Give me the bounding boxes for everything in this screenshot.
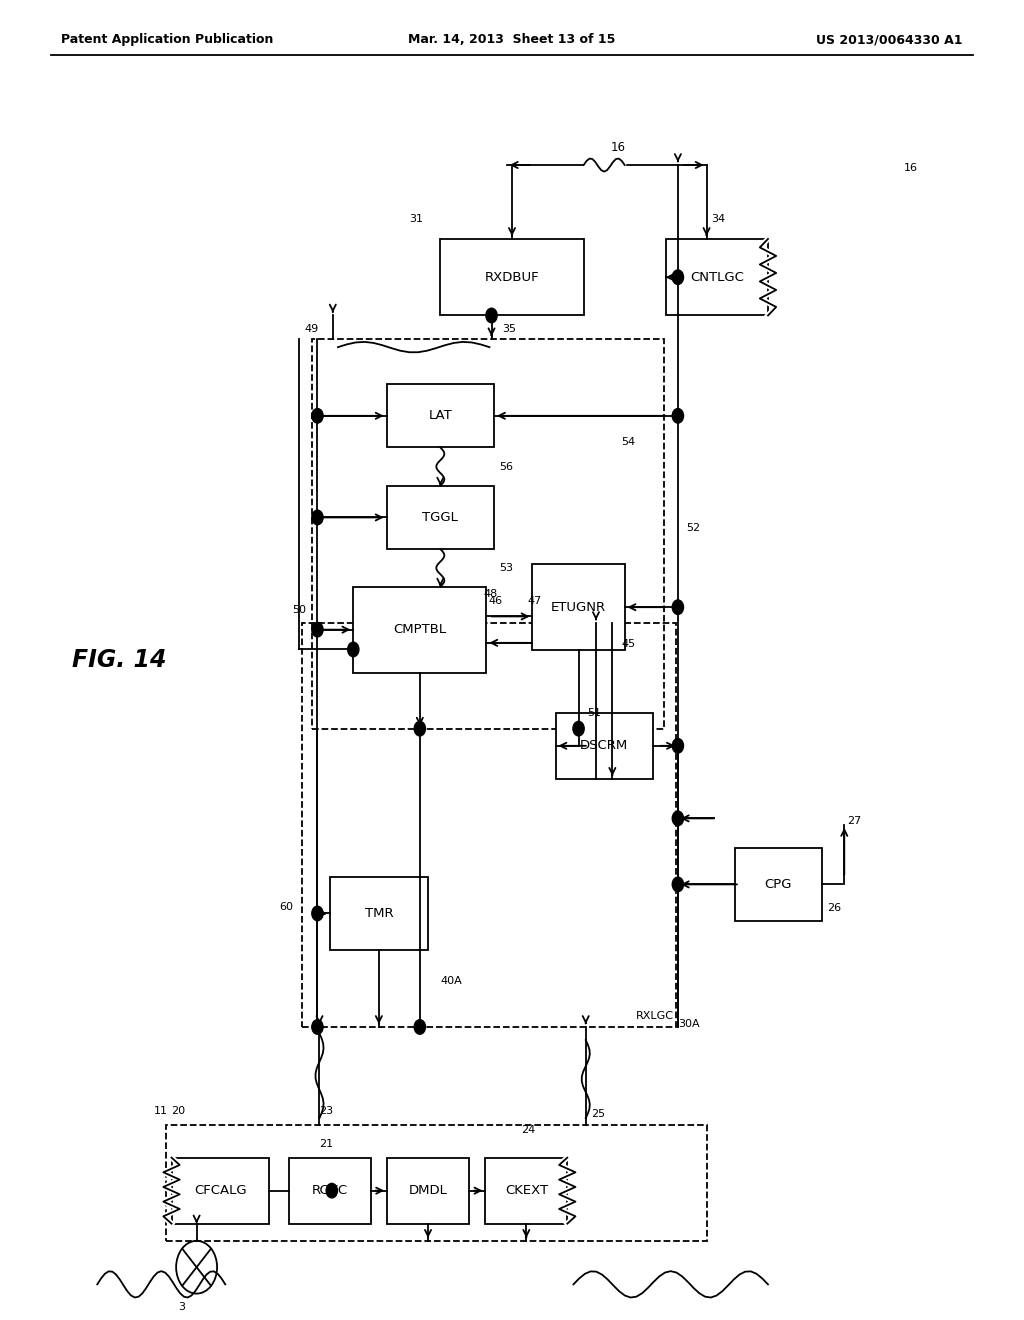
Text: DMDL: DMDL [409, 1184, 447, 1197]
Circle shape [673, 739, 684, 752]
Bar [555, 713, 653, 779]
Circle shape [673, 876, 684, 892]
Bar [485, 1158, 567, 1224]
Bar [387, 384, 494, 447]
Text: 56: 56 [500, 462, 513, 471]
Text: 16: 16 [610, 141, 626, 154]
Bar [387, 486, 494, 549]
Text: DSCRM: DSCRM [580, 739, 629, 752]
Circle shape [673, 810, 684, 826]
Text: Patent Application Publication: Patent Application Publication [61, 33, 273, 46]
Bar [532, 565, 625, 649]
Text: CNTLGC: CNTLGC [690, 271, 743, 284]
Text: 3: 3 [178, 1302, 185, 1312]
Text: LAT: LAT [428, 409, 453, 422]
Bar [353, 586, 486, 672]
Circle shape [311, 1019, 324, 1035]
Circle shape [311, 906, 324, 921]
Text: Mar. 14, 2013  Sheet 13 of 15: Mar. 14, 2013 Sheet 13 of 15 [409, 33, 615, 46]
Bar [666, 239, 768, 315]
Text: CMPTBL: CMPTBL [393, 623, 446, 636]
Text: 25: 25 [591, 1109, 605, 1119]
Circle shape [414, 1019, 426, 1035]
Text: TMR: TMR [365, 907, 393, 920]
Text: 46: 46 [488, 595, 503, 606]
Text: RXDBUF: RXDBUF [484, 271, 540, 284]
Text: 48: 48 [483, 589, 498, 599]
Bar [387, 1158, 469, 1224]
Text: 45: 45 [622, 639, 636, 649]
Circle shape [311, 409, 324, 422]
Text: 34: 34 [712, 214, 726, 224]
Circle shape [673, 409, 684, 422]
Text: FIG. 14: FIG. 14 [72, 648, 166, 672]
Bar [302, 623, 676, 1027]
Circle shape [311, 623, 324, 636]
Circle shape [485, 309, 498, 323]
Bar [330, 876, 428, 950]
Circle shape [673, 599, 684, 614]
Text: CFCALG: CFCALG [194, 1184, 247, 1197]
Text: 49: 49 [304, 323, 318, 334]
Text: 26: 26 [827, 903, 841, 913]
Circle shape [673, 271, 684, 285]
Text: 53: 53 [500, 562, 513, 573]
Text: 16: 16 [904, 162, 919, 173]
Text: 31: 31 [410, 214, 424, 224]
Text: 35: 35 [502, 323, 516, 334]
Circle shape [311, 511, 324, 525]
Circle shape [414, 721, 426, 737]
Text: CPG: CPG [765, 878, 792, 891]
Text: US 2013/0064330 A1: US 2013/0064330 A1 [816, 33, 963, 46]
Circle shape [326, 1183, 338, 1199]
Text: RXLGC: RXLGC [636, 1011, 674, 1022]
Text: 50: 50 [292, 605, 306, 615]
Text: 51: 51 [587, 708, 601, 718]
Circle shape [347, 642, 358, 656]
Bar [312, 339, 664, 729]
Bar [735, 849, 821, 921]
Text: 54: 54 [622, 437, 636, 447]
Text: 11: 11 [154, 1106, 168, 1117]
Text: 60: 60 [279, 902, 293, 912]
Text: 47: 47 [527, 595, 542, 606]
Text: 23: 23 [319, 1106, 334, 1117]
Text: 20: 20 [171, 1106, 185, 1117]
Text: 52: 52 [686, 523, 700, 533]
Bar [171, 1158, 268, 1224]
Text: 30A: 30A [678, 1019, 699, 1030]
Text: 21: 21 [319, 1139, 334, 1150]
Bar [440, 239, 584, 315]
Bar [166, 1125, 707, 1241]
Text: 24: 24 [521, 1125, 536, 1135]
Text: 40A: 40A [440, 975, 462, 986]
Circle shape [573, 721, 584, 737]
Text: ETUGNR: ETUGNR [551, 601, 606, 614]
Text: TGGL: TGGL [422, 511, 459, 524]
Bar [289, 1158, 371, 1224]
Text: CKEXT: CKEXT [505, 1184, 548, 1197]
Text: 27: 27 [848, 816, 861, 826]
Text: RCVC: RCVC [311, 1184, 348, 1197]
